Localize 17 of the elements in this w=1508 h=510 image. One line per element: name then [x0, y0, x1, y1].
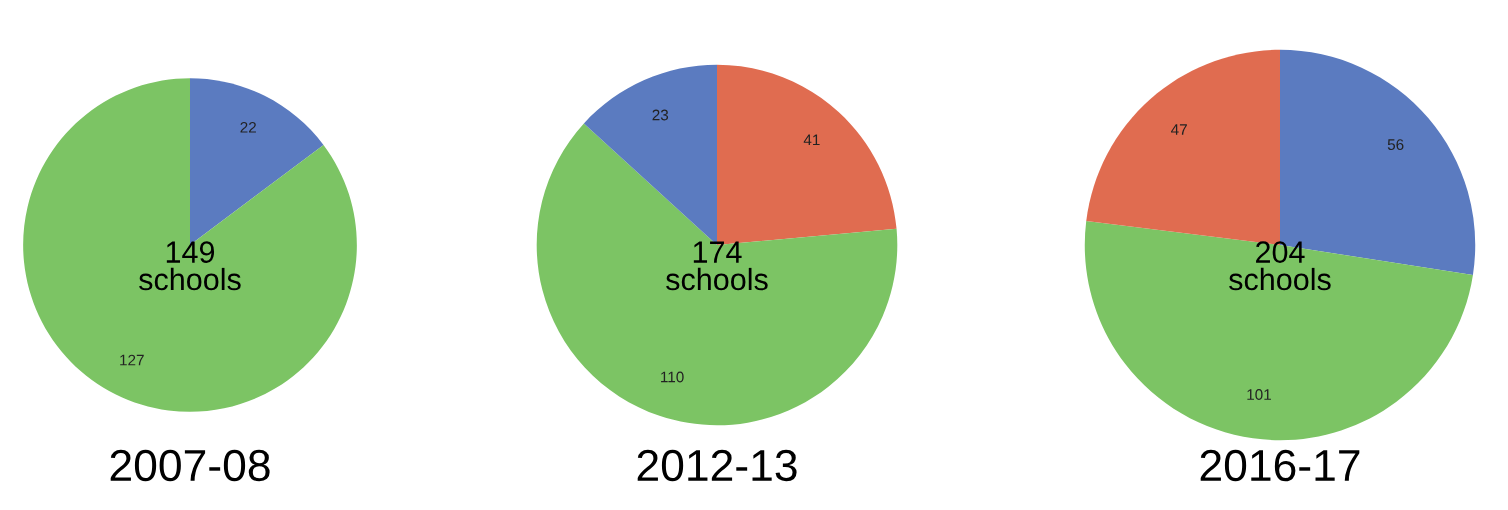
data-label: 41 [803, 134, 820, 146]
data-label: 56 [1387, 139, 1404, 151]
data-label: 110 [661, 371, 684, 383]
text: 2007-08 [110, 449, 270, 482]
text: 2012-13 [637, 449, 797, 482]
data-label: 22 [240, 121, 256, 133]
text: 2016-17 [1200, 449, 1360, 482]
data-label: 23 [652, 109, 669, 121]
text: 149 schools [139, 241, 241, 291]
data-label: 127 [120, 354, 144, 366]
pie-slice [23, 78, 357, 412]
text: 204 schools [1229, 241, 1331, 291]
pie-slice [1084, 221, 1473, 441]
data-label: 101 [1247, 389, 1271, 400]
pie-slice [536, 123, 898, 426]
data-label: 47 [1171, 124, 1187, 135]
text: 174 schools [666, 241, 768, 291]
